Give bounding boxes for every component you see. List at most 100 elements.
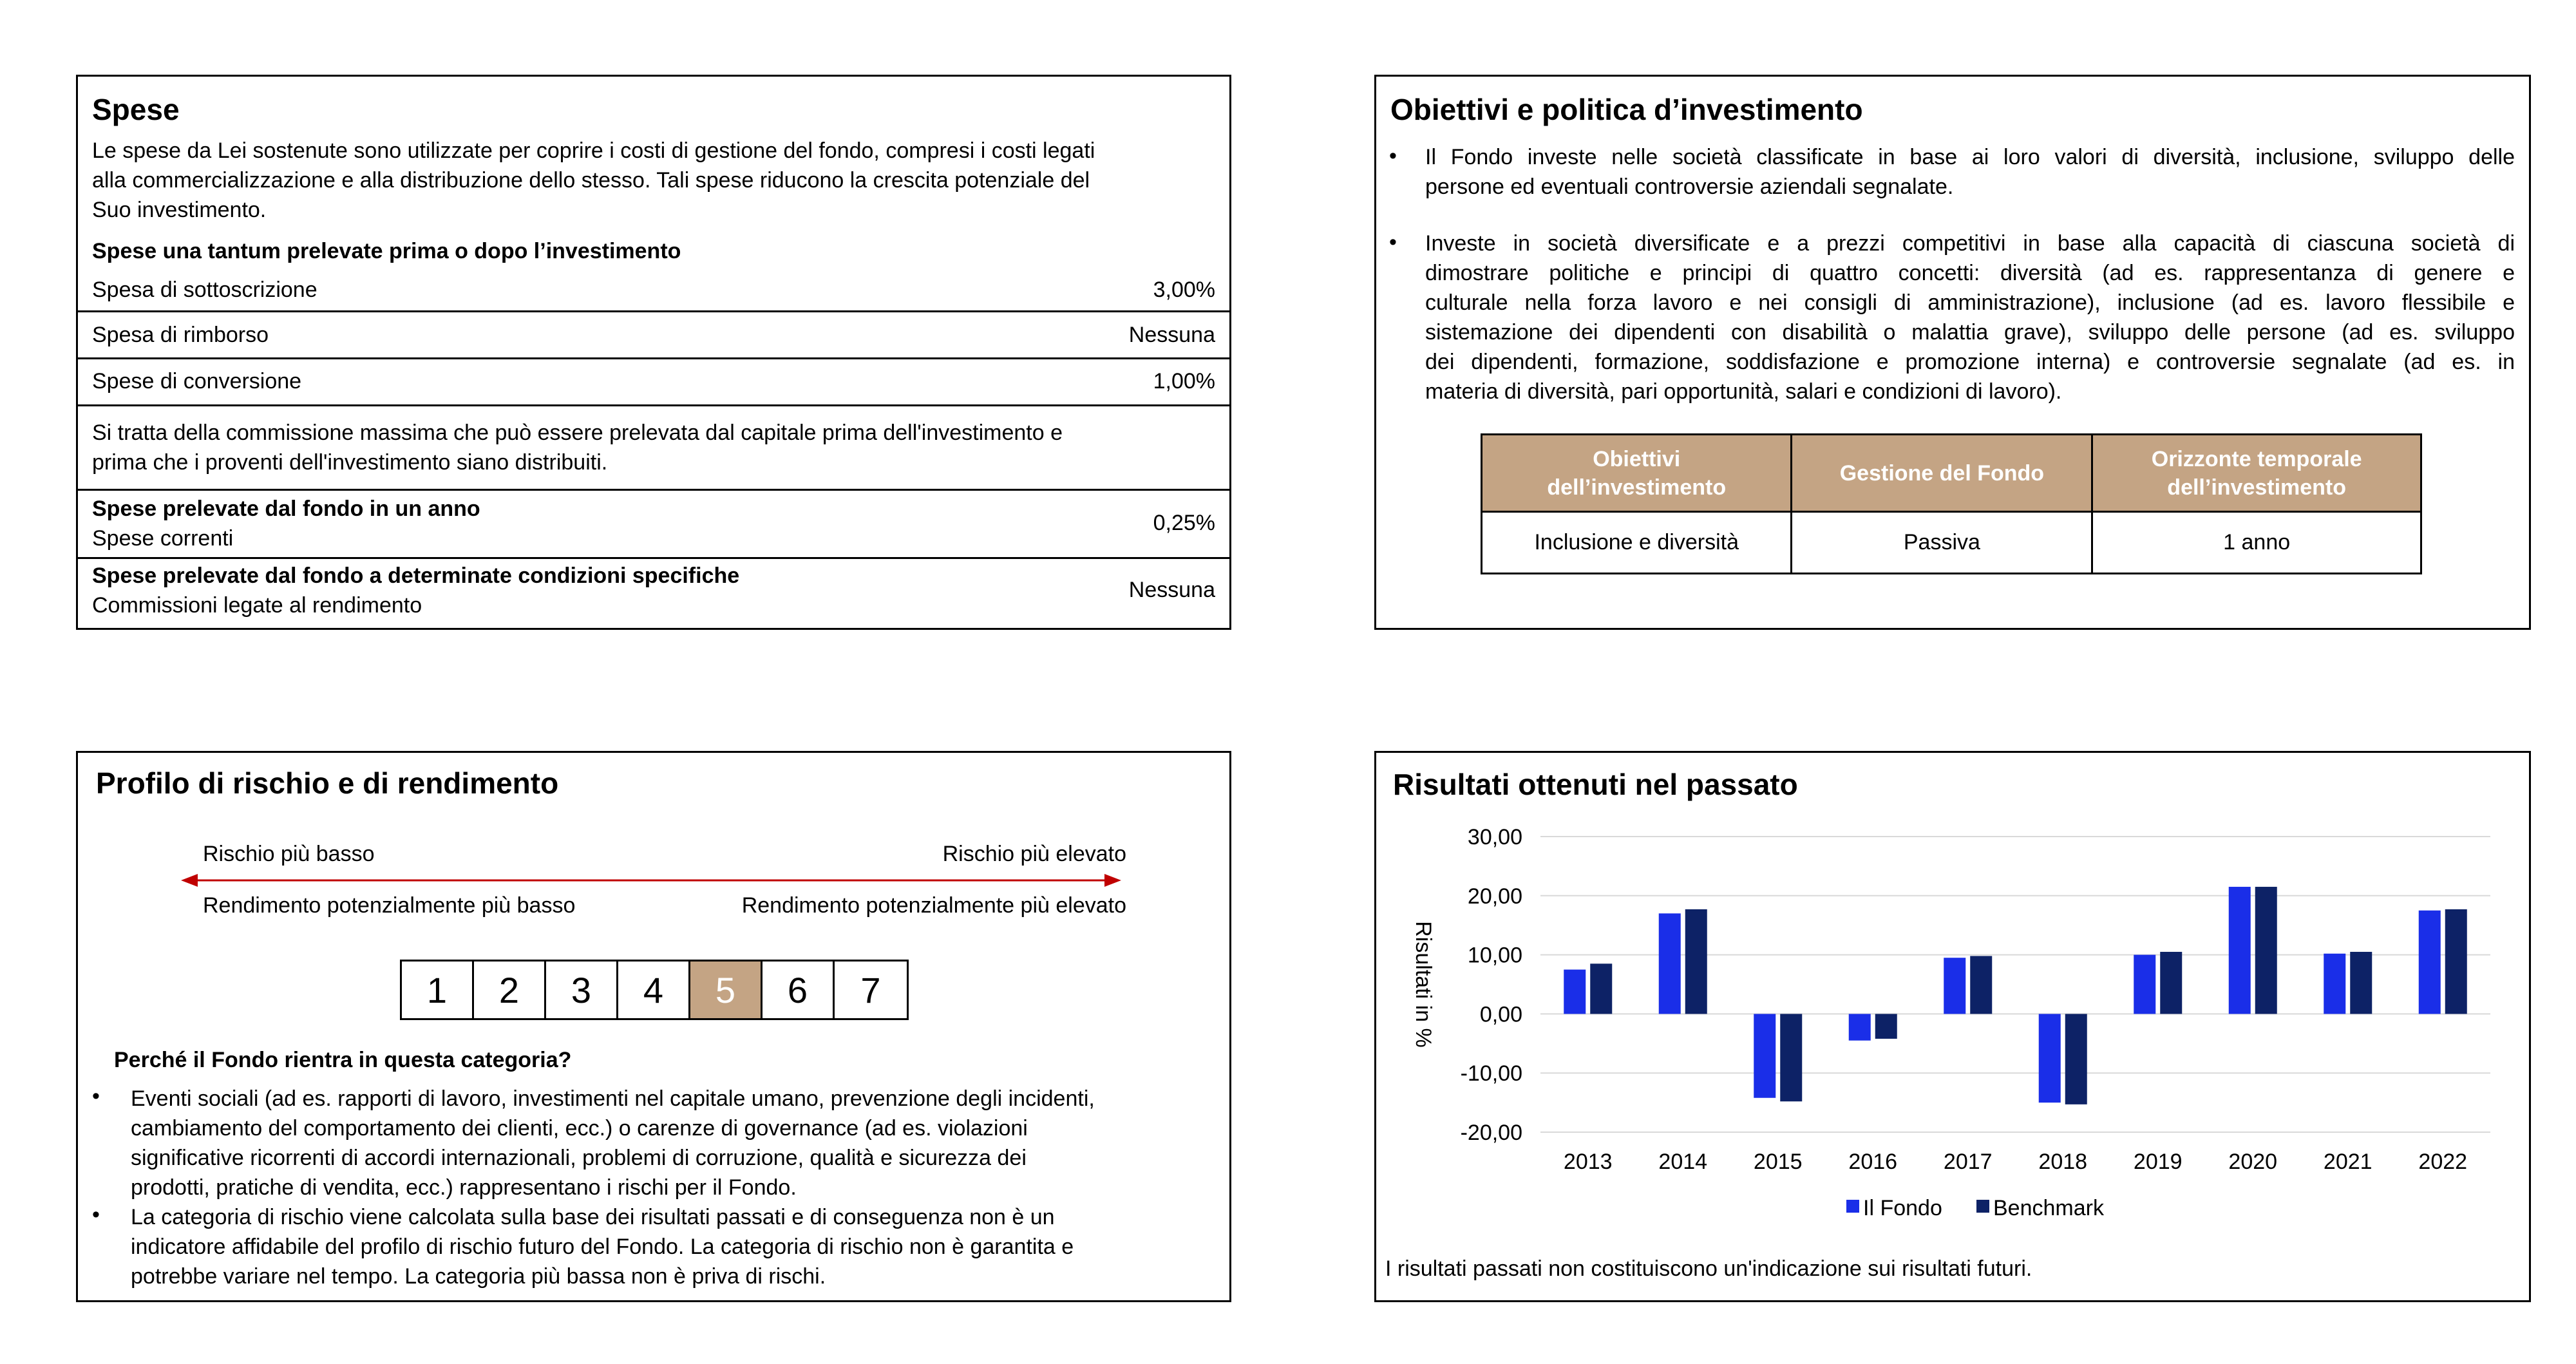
spese-panel: Spese Le spese da Lei sostenute sono uti…: [76, 75, 1231, 630]
bullet-icon: •: [92, 1202, 100, 1227]
fee-row-value: 1,00%: [1153, 369, 1215, 393]
spese-intro-line: alla commercializzazione e alla distribu…: [92, 168, 1090, 193]
low-return-label: Rendimento potenzialmente più basso: [203, 893, 576, 918]
bar-fondo: [1754, 1014, 1776, 1098]
high-risk-label: Rischio più elevato: [942, 842, 1126, 866]
bar-benchmark: [2350, 952, 2372, 1014]
row-divider: [78, 557, 1229, 559]
legend-label: Il Fondo: [1863, 1196, 1942, 1220]
risk-bullet-line: cambiamento del comportamento dei client…: [131, 1116, 1028, 1141]
bar-benchmark: [1970, 956, 1993, 1014]
bullet-line: Il Fondo investe nelle società classific…: [1425, 145, 2515, 169]
x-tick-label: 2017: [1944, 1150, 1993, 1174]
fee-note-line: Si tratta della commissione massima che …: [92, 421, 1063, 445]
bullet-line: dimostrare politiche e principi di quatt…: [1425, 261, 2515, 285]
legend-swatch: [1976, 1200, 1989, 1213]
risultati-title: Risultati ottenuti nel passato: [1393, 768, 1798, 801]
table-cell: Inclusione e diversità: [1480, 511, 1793, 574]
header-line: dell’investimento: [2167, 475, 2347, 500]
header-line: Obiettivi: [1593, 446, 1681, 471]
x-tick-label: 2015: [1754, 1150, 1803, 1174]
x-tick-label: 2021: [2324, 1150, 2372, 1174]
rischio-panel: Profilo di rischio e di rendimento Risch…: [76, 751, 1231, 1302]
high-return-label: Rendimento potenzialmente più elevato: [741, 893, 1126, 918]
annual-value: 0,25%: [1153, 511, 1215, 535]
fee-row-value: Nessuna: [1128, 323, 1215, 347]
una-tantum-heading: Spese una tantum prelevate prima o dopo …: [92, 239, 681, 263]
risk-bullet-line: significative ricorrenti di accordi inte…: [131, 1146, 1027, 1170]
fee-note-line: prima che i proventi dell'investimento s…: [92, 450, 608, 475]
bar-fondo: [2418, 910, 2441, 1014]
specific-heading: Spese prelevate dal fondo a determinate …: [92, 564, 740, 588]
past-performance-chart: 30,00 20,00 10,00 0,00 -10,00 -20,00 Risultati…: [1411, 825, 2490, 1220]
x-tick-label: 2013: [1564, 1150, 1613, 1174]
fee-row-label: Spesa di rimborso: [92, 323, 269, 347]
bullet-line: culturale nella forza lavoro e nei consi…: [1425, 290, 2515, 315]
specific-value: Nessuna: [1128, 578, 1215, 602]
risk-bullet-line: potrebbe variare nel tempo. La categoria…: [131, 1264, 826, 1289]
bar-fondo: [2324, 953, 2346, 1014]
risk-cell-7: 7: [860, 969, 881, 1010]
bullet-icon: •: [92, 1084, 100, 1108]
y-tick-label: 30,00: [1468, 825, 1522, 849]
bar-fondo: [2134, 954, 2156, 1014]
bar-benchmark: [2445, 909, 2467, 1014]
spese-title: Spese: [92, 93, 180, 126]
row-divider: [78, 310, 1229, 312]
risk-cell-5-selected: 5: [690, 961, 762, 1018]
y-axis-label: Risultati in %: [1411, 921, 1435, 1048]
legend-swatch: [1846, 1200, 1859, 1213]
bar-fondo: [2038, 1014, 2061, 1103]
risk-bullet-line: Eventi sociali (ad es. rapporti di lavor…: [131, 1086, 1095, 1111]
fee-row-label: Spesa di sottoscrizione: [92, 278, 317, 302]
row-divider: [78, 404, 1229, 406]
risk-cell-3: 3: [546, 961, 618, 1018]
header-line: Gestione del Fondo: [1839, 460, 2045, 486]
bullet-line: Investe in società diversificate e a pre…: [1425, 231, 2515, 256]
risk-cell-4: 4: [618, 961, 690, 1018]
risk-cell-6: 6: [762, 961, 835, 1018]
table-cell: Passiva: [1790, 511, 2094, 574]
bar-fondo: [1658, 913, 1681, 1014]
fee-row-value: 3,00%: [1153, 278, 1215, 302]
bar-benchmark: [2255, 887, 2277, 1014]
risultati-panel: Risultati ottenuti nel passato 30,00 20,0…: [1374, 751, 2531, 1302]
bar-benchmark: [1590, 963, 1613, 1014]
annual-heading: Spese prelevate dal fondo in un anno: [92, 497, 480, 521]
bar-fondo: [1564, 969, 1586, 1014]
rischio-title: Profilo di rischio e di rendimento: [96, 766, 559, 800]
annual-label: Spese correnti: [92, 526, 234, 551]
low-risk-label: Rischio più basso: [203, 842, 375, 866]
risk-bullet-line: La categoria di rischio viene calcolata …: [131, 1205, 1055, 1229]
y-tick-label: -10,00: [1461, 1061, 1522, 1086]
y-tick-label: -20,00: [1461, 1121, 1522, 1145]
header-line: dell’investimento: [1547, 475, 1727, 500]
table-header-row: Obiettivi dell’investimento Gestione del…: [1480, 433, 2422, 513]
obiettivi-title: Obiettivi e politica d’investimento: [1390, 93, 1863, 126]
spese-intro-line: Suo investimento.: [92, 198, 267, 222]
bullet-line: sistemazione dei dipendenti con disabili…: [1425, 320, 2515, 345]
bar-benchmark: [1780, 1014, 1803, 1102]
risk-bullet-line: indicatore affidabile del profilo di ris…: [131, 1235, 1074, 1259]
bullet-line: dei dipendenti, formazione, soddisfazion…: [1425, 350, 2515, 374]
fee-row-label: Spese di conversione: [92, 369, 302, 393]
bullet-icon: •: [1389, 144, 1397, 168]
risk-scale: 1 2 3 4 5 6 7: [400, 960, 909, 1020]
bullet-line: persone ed eventuali controversie aziend…: [1425, 175, 1954, 199]
obiettivi-bullet-2: Investe in società diversificate e a pre…: [1425, 229, 2515, 406]
table-header-management: Gestione del Fondo: [1790, 433, 2094, 513]
risk-arrow: [181, 874, 1121, 887]
x-tick-label: 2019: [2134, 1150, 2183, 1174]
risk-bullet-line: prodotti, pratiche di vendita, ecc.) rap…: [131, 1175, 797, 1200]
row-divider: [78, 357, 1229, 359]
bar-fondo: [2228, 887, 2251, 1014]
bar-fondo: [1848, 1014, 1871, 1041]
risk-cell-2: 2: [474, 961, 546, 1018]
bar-fondo: [1944, 958, 1966, 1014]
x-tick-label: 2016: [1848, 1150, 1897, 1174]
obiettivi-bullet-1: Il Fondo investe nelle società classific…: [1425, 142, 2515, 202]
bar-benchmark: [1875, 1014, 1897, 1039]
x-tick-label: 2014: [1658, 1150, 1707, 1174]
chart-footnote: I risultati passati non costituiscono un…: [1385, 1256, 2032, 1281]
row-divider: [78, 489, 1229, 491]
